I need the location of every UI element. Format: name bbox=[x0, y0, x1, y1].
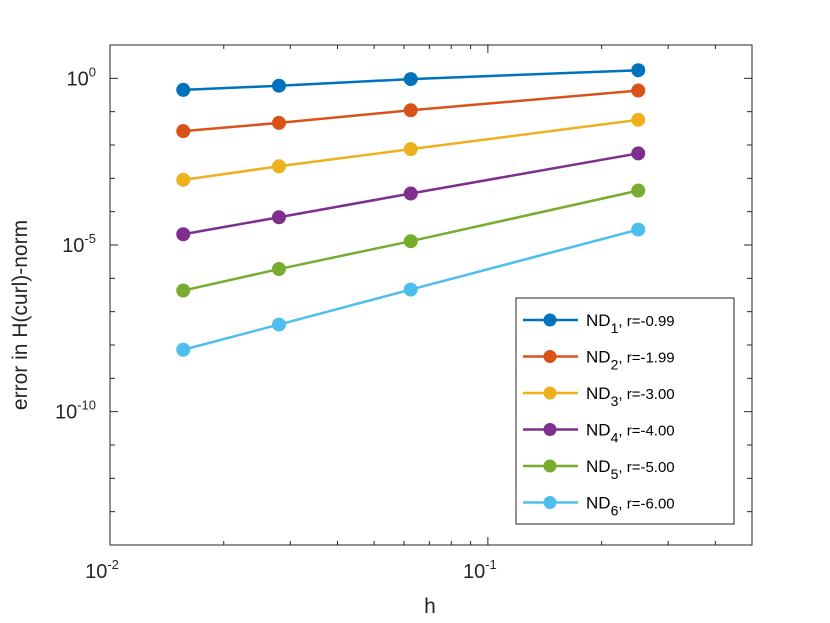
legend-entry-4: ND4, r=-4.00 bbox=[586, 421, 675, 446]
series-4-point bbox=[631, 146, 646, 161]
series-2-point bbox=[271, 115, 286, 130]
series-6-point bbox=[176, 342, 191, 357]
series-5-point bbox=[271, 262, 286, 277]
y-axis-label: error in H(curl)-norm bbox=[9, 220, 32, 410]
legend-marker bbox=[543, 350, 557, 363]
series-line-1 bbox=[183, 68, 639, 92]
legend-marker bbox=[543, 423, 557, 436]
series-1-point bbox=[631, 63, 646, 78]
series-6-point bbox=[403, 282, 418, 297]
x-tick-label: 10-1 bbox=[463, 557, 497, 583]
series-3-point bbox=[271, 159, 286, 174]
legend-entry-1: ND1, r=-0.99 bbox=[586, 311, 675, 336]
series-5-point bbox=[403, 234, 418, 249]
y-tick-label: 10-10 bbox=[55, 398, 96, 424]
series-5-point bbox=[631, 183, 646, 198]
series-4-point bbox=[403, 186, 418, 201]
series-3-point bbox=[176, 172, 191, 187]
series-4-point bbox=[176, 227, 191, 242]
series-2-point bbox=[631, 83, 646, 98]
x-tick-label: 10-2 bbox=[85, 557, 119, 583]
series-line-6 bbox=[182, 228, 639, 351]
series-6-point bbox=[271, 317, 286, 332]
legend-marker bbox=[543, 386, 557, 400]
series-2-point bbox=[403, 103, 418, 118]
series-1-point bbox=[176, 82, 191, 97]
series-line-4 bbox=[183, 152, 639, 236]
legend-entry-3: ND3, r=-3.00 bbox=[586, 384, 675, 409]
series-line-5 bbox=[182, 189, 639, 292]
series-3-point bbox=[403, 142, 418, 157]
series-2-point bbox=[176, 124, 191, 139]
series-1-point bbox=[403, 72, 418, 87]
legend-entry-2: ND2, r=-1.99 bbox=[586, 348, 675, 373]
legend-entry-5: ND5, r=-5.00 bbox=[586, 457, 675, 482]
series-4-point bbox=[271, 210, 286, 225]
legend-marker bbox=[543, 496, 557, 509]
series-line-2 bbox=[183, 89, 639, 133]
series-3-point bbox=[631, 112, 646, 127]
series-6-point bbox=[631, 222, 646, 237]
x-axis-label: h bbox=[424, 595, 436, 618]
series-1-point bbox=[271, 78, 286, 93]
y-tick-label: 100 bbox=[67, 64, 96, 90]
y-tick-label: 10-5 bbox=[62, 231, 96, 257]
legend-marker bbox=[543, 313, 557, 327]
legend-box bbox=[515, 297, 735, 525]
series-5-point bbox=[176, 283, 191, 298]
legend-entry-6: ND6, r=-6.00 bbox=[586, 494, 675, 519]
legend-marker bbox=[543, 459, 557, 473]
series-line-3 bbox=[183, 118, 639, 182]
